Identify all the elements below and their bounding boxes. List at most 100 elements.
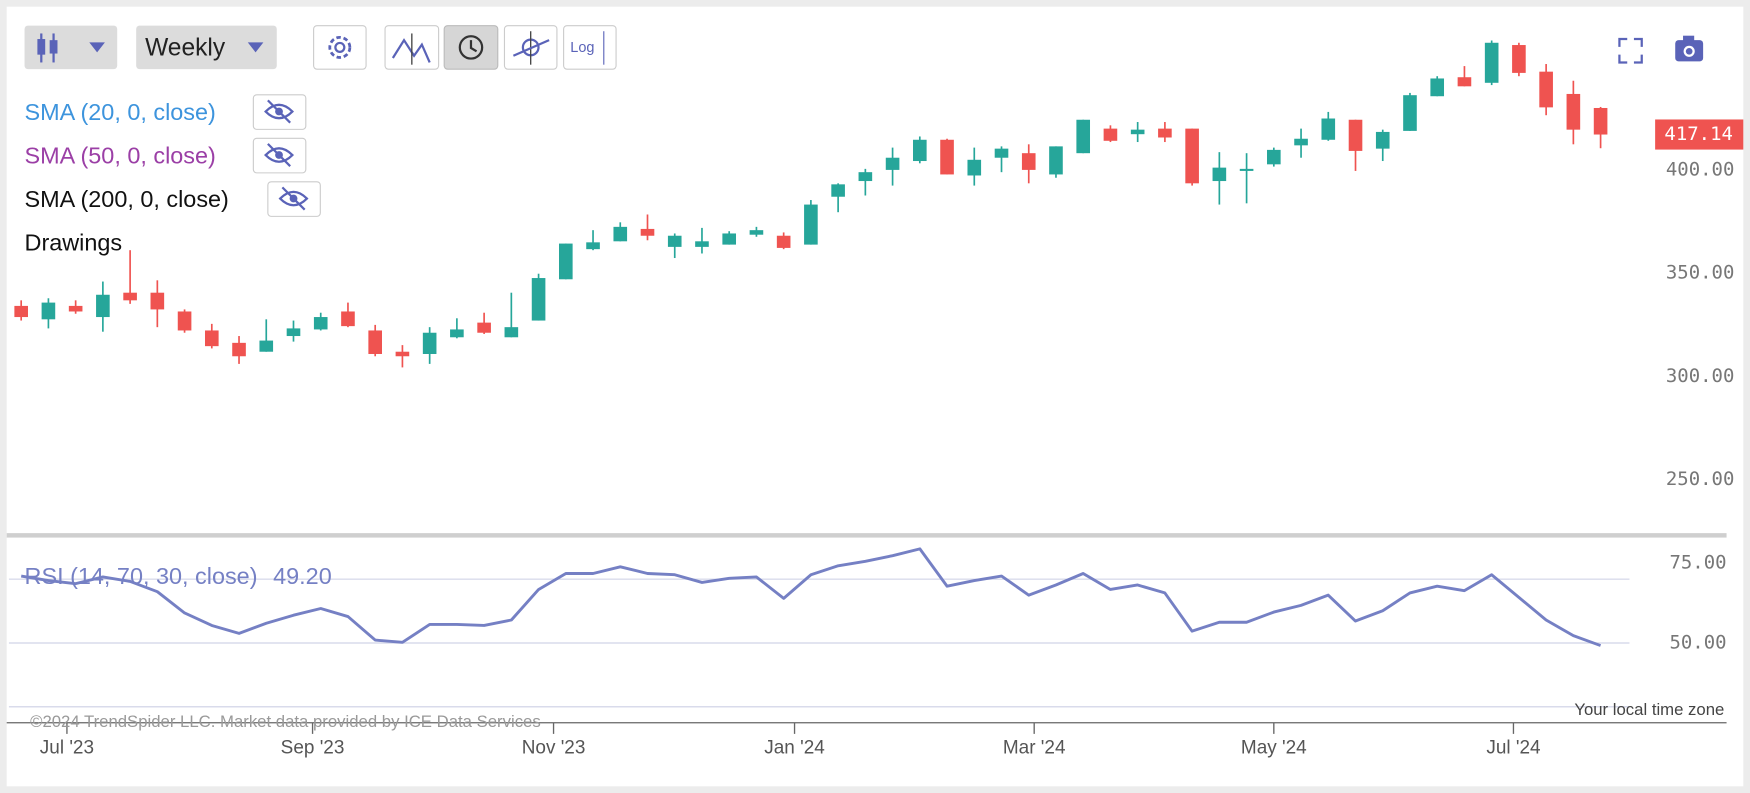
candle-body: [531, 278, 546, 321]
visibility-toggle[interactable]: [252, 137, 307, 174]
candle-body: [1593, 107, 1608, 135]
candle-body: [1158, 128, 1172, 138]
candle-body: [395, 351, 410, 357]
log-label: Log: [570, 40, 594, 56]
candle-body: [1239, 168, 1254, 171]
candle-body: [613, 226, 628, 242]
legend-entry: SMA (20, 0, close): [25, 99, 216, 125]
x-tick-label: Jan '24: [764, 737, 825, 758]
x-tick-label: Jul '23: [40, 737, 94, 758]
x-tick-label: Nov '23: [522, 737, 586, 758]
last-price-label: 417.14: [1664, 123, 1732, 145]
candle-body: [422, 332, 437, 354]
x-tick-label: Sep '23: [281, 737, 345, 758]
candle-body: [749, 230, 764, 235]
candle-body: [1484, 42, 1499, 83]
clock-button[interactable]: [443, 25, 499, 70]
candle-body: [123, 292, 137, 301]
rsi-title: RSI (14, 70, 30, close): [25, 563, 258, 589]
candle-body: [14, 305, 28, 318]
candle-body: [1294, 138, 1308, 146]
y-tick-label: 300.00: [1666, 365, 1734, 387]
copyright: ©2024 TrendSpider LLC. Market data provi…: [30, 712, 541, 731]
visibility-toggle[interactable]: [252, 94, 307, 130]
candle-body: [1185, 128, 1199, 184]
candle-body: [1021, 153, 1036, 170]
screenshot-button[interactable]: [1675, 35, 1704, 62]
candle-body: [150, 292, 165, 310]
candle-body: [450, 329, 464, 338]
candle-body: [858, 172, 873, 182]
plot-layer: 250.00 300.00 350.00 400.00 417.14 Jul '23 Sep…: [8, 40, 1744, 758]
candle-body: [1212, 167, 1227, 182]
rsi-current-value: 49.20: [273, 563, 332, 589]
candle-body: [831, 184, 845, 197]
last-price-box: [1655, 119, 1744, 150]
candle-body: [1130, 129, 1145, 135]
candle-body: [368, 330, 382, 354]
candle-body: [1321, 118, 1336, 140]
candle-body: [913, 139, 927, 162]
candle-body: [177, 311, 192, 331]
x-tick-label: Mar '24: [1003, 737, 1066, 758]
drawings-label: Drawings: [25, 229, 123, 255]
candle-body: [1267, 149, 1281, 165]
timezone-label: Your local time zone: [1574, 700, 1724, 719]
candle-body: [1403, 95, 1417, 131]
candle-body: [204, 330, 219, 347]
fullscreen-button[interactable]: [1618, 37, 1643, 64]
candle-body: [1566, 93, 1581, 130]
candle-body: [341, 311, 355, 327]
candle-body: [259, 340, 274, 352]
settings-button[interactable]: [313, 25, 367, 70]
candle-body: [232, 342, 246, 357]
chart-type-button[interactable]: [24, 25, 118, 70]
candle-body: [1539, 71, 1553, 108]
y-tick-label: 400.00: [1666, 158, 1734, 180]
x-tick-label: May '24: [1241, 737, 1307, 758]
interval-dropdown[interactable]: Weekly: [136, 25, 277, 70]
candle-body: [885, 157, 900, 170]
chart-frame: [6, 6, 1744, 787]
x-tick-label: Jul '24: [1486, 737, 1540, 758]
candle-body: [286, 328, 301, 337]
candle-body: [558, 243, 573, 280]
log-scale-button[interactable]: Log: [563, 25, 617, 70]
candle-body: [722, 233, 737, 245]
legend-entry: SMA (200, 0, close): [25, 186, 229, 212]
visibility-toggle[interactable]: [267, 181, 321, 217]
candle-body: [967, 159, 982, 176]
candle-body: [804, 204, 818, 245]
rsi-line: [20, 547, 1602, 647]
interval-label: Weekly: [145, 35, 226, 62]
candle-body: [1348, 119, 1363, 151]
candle-body: [1076, 119, 1091, 154]
candle-body: [667, 235, 682, 247]
y-tick-label: 350.00: [1666, 262, 1734, 284]
candle-body: [41, 302, 56, 320]
candle-body: [640, 228, 655, 236]
pane-divider: [6, 533, 1727, 538]
candle-body: [776, 235, 791, 248]
candle-body: [1430, 78, 1445, 97]
candle-body: [994, 148, 1009, 158]
candle-body: [313, 317, 328, 330]
candle-body: [96, 294, 110, 318]
candle-body: [1457, 77, 1472, 87]
legend-entry: SMA (50, 0, close): [25, 142, 216, 168]
y-tick-label: 75.00: [1669, 552, 1726, 574]
candle-body: [504, 327, 519, 338]
drawing-tool-button[interactable]: [384, 25, 440, 70]
candle-body: [68, 305, 83, 312]
candle-body: [1512, 45, 1526, 73]
candle-body: [477, 322, 491, 333]
crosshair-button[interactable]: [503, 25, 558, 70]
candle-body: [1103, 128, 1118, 141]
candle-body: [695, 241, 709, 247]
candle-body: [940, 139, 954, 175]
candle-body: [1375, 131, 1390, 149]
y-tick-label: 250.00: [1666, 468, 1734, 490]
candle-body: [1049, 146, 1063, 175]
